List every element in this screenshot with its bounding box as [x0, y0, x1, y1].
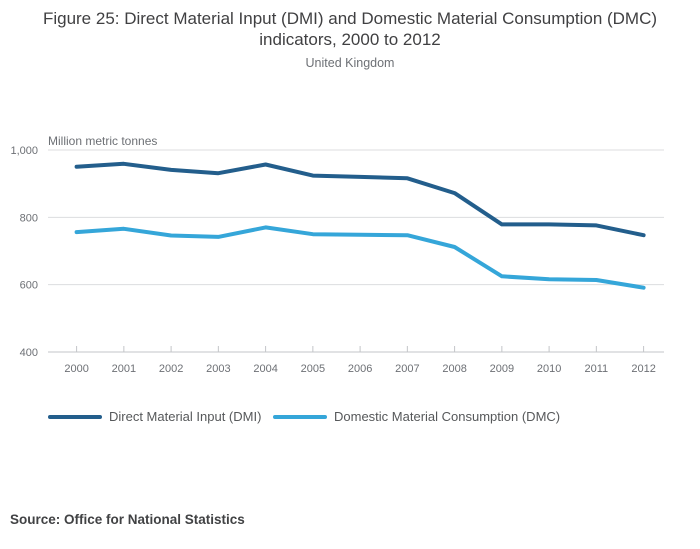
x-tick-label: 2008 — [442, 363, 466, 375]
x-tick-label: 2007 — [395, 363, 419, 375]
y-tick-label: 800 — [20, 212, 38, 224]
chart-title: Figure 25: Direct Material Input (DMI) a… — [42, 9, 658, 49]
y-tick-label: 400 — [20, 347, 38, 359]
x-tick-label: 2009 — [490, 363, 514, 375]
legend-item-dmc[interactable]: Domestic Material Consumption (DMC) — [273, 409, 560, 424]
dmi-line-swatch — [48, 414, 102, 419]
y-axis-unit-label: Million metric tonnes — [48, 134, 157, 148]
source-note: Source: Office for National Statistics — [10, 512, 245, 527]
y-tick-label: 600 — [20, 280, 38, 292]
x-tick-label: 2011 — [585, 363, 609, 375]
dmc-series-line — [74, 225, 646, 290]
legend-item-dmi[interactable]: Direct Material Input (DMI) — [48, 409, 261, 424]
dmc-line-swatch — [273, 414, 327, 419]
x-tick-label: 2000 — [64, 363, 88, 375]
legend-label-dmc: Domestic Material Consumption (DMC) — [334, 409, 561, 424]
x-tick-label: 2003 — [206, 363, 230, 375]
x-tick-label: 2005 — [301, 363, 325, 375]
x-tick-label: 2012 — [631, 363, 655, 375]
chart-subtitle: United Kingdom — [305, 56, 395, 70]
x-tick-label: 2002 — [159, 363, 183, 375]
chart-legend: Direct Material Input (DMI) Domestic Mat… — [0, 409, 700, 427]
chart-canvas: 400 600 800 1,000 2000 2001 2002 2003 2004 2005 20… — [10, 134, 664, 375]
legend-label-dmi: Direct Material Input (DMI) — [109, 409, 262, 424]
dmi-series-line — [74, 161, 646, 238]
x-tick-label: 2006 — [348, 363, 372, 375]
x-tick-label: 2010 — [537, 363, 561, 375]
x-tick-label: 2001 — [112, 363, 136, 375]
x-tick-label: 2004 — [253, 363, 277, 375]
y-tick-label: 1,000 — [10, 145, 38, 157]
